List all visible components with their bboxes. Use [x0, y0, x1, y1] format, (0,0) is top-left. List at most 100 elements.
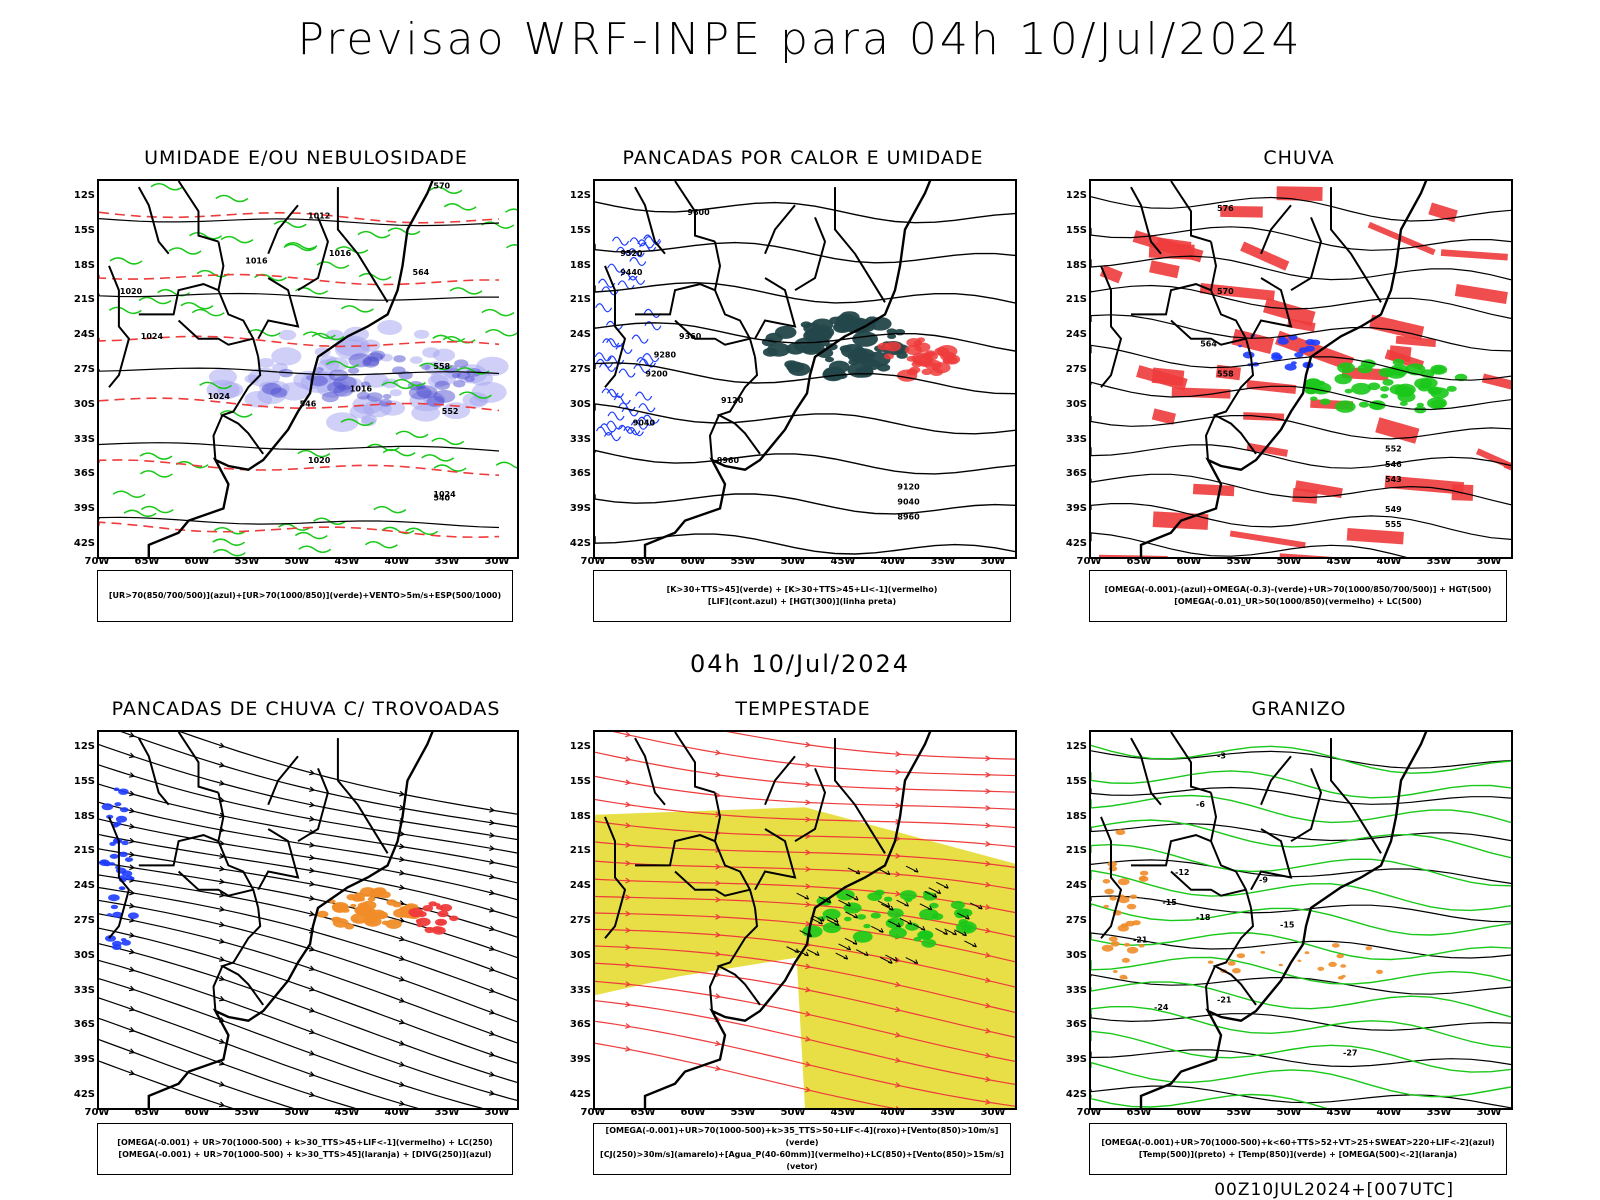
lat-tick-label: 42S — [1065, 1089, 1087, 1100]
hgt500-contour — [1091, 503, 1511, 540]
lif-contour — [637, 239, 655, 249]
x — [429, 424, 438, 430]
x — [117, 350, 122, 353]
contour-label: -21 — [1217, 996, 1232, 1005]
hgt300-contour — [595, 533, 1015, 555]
streamline-250 — [99, 801, 517, 884]
stream-arrow — [399, 869, 406, 876]
stream-arrow — [625, 732, 632, 738]
humidity-lower-contour — [458, 391, 492, 399]
instability-area — [847, 362, 873, 378]
lat-tick-label: 21S — [1065, 845, 1087, 857]
rain-area — [1215, 364, 1241, 381]
stream-arrow — [715, 951, 722, 957]
mid-title: 04h 10/Jul/2024 — [689, 650, 911, 678]
stream-arrow — [218, 742, 226, 749]
hgt500-contour — [1091, 226, 1511, 251]
humidity-lower-contour — [481, 221, 515, 229]
x — [216, 363, 225, 368]
humidity-lower-contour — [298, 545, 332, 553]
thunderstorm-area — [332, 903, 348, 913]
hgt300-contour — [595, 201, 1015, 224]
map-panel — [593, 730, 1017, 1110]
rain-area — [1136, 365, 1188, 391]
hail-area — [1341, 974, 1346, 978]
strong-instability-area — [885, 341, 902, 352]
border-line — [604, 265, 627, 388]
instability-area — [852, 331, 878, 347]
stream-arrow — [309, 815, 316, 822]
wind-vector — [825, 915, 839, 923]
hail-area — [1331, 943, 1340, 948]
stream-arrow — [129, 889, 136, 896]
x — [413, 302, 417, 305]
wind-850-area — [929, 902, 939, 909]
wind-vector — [919, 903, 933, 911]
humidity-lower-contour — [213, 527, 247, 535]
lat-tick-label: 33S — [569, 984, 591, 996]
lat-tick-label: 12S — [73, 741, 95, 752]
humidity-upper-core — [379, 398, 393, 407]
stream-arrow — [985, 1076, 992, 1083]
hgt500-contour — [1091, 284, 1511, 319]
wind-850-area — [955, 912, 965, 919]
wind-850-area — [921, 938, 937, 948]
stream-arrow — [309, 880, 316, 887]
wind-850-area — [863, 923, 871, 929]
severe-thunderstorm-area — [432, 926, 443, 933]
stream-arrow — [488, 1071, 496, 1077]
contour-label: 1020 — [308, 456, 331, 465]
humidity-lower-contour — [199, 381, 233, 390]
contour-label: 564 — [1200, 339, 1217, 348]
contour-label: 9440 — [620, 268, 643, 277]
border-line — [219, 356, 265, 455]
lon-tick-label: 70W — [84, 1107, 110, 1118]
humidity-lower-contour — [433, 464, 467, 472]
omega-strong-area — [1344, 388, 1353, 394]
border-line — [1130, 186, 1162, 255]
lat-tick-label: 33S — [569, 433, 591, 445]
contour-label: 9360 — [679, 332, 702, 341]
border-line — [674, 870, 751, 897]
humidity-lower-contour — [219, 410, 253, 418]
map-panel: 576 570 564 558 552 546 543 549 555 — [1089, 179, 1513, 559]
hail-area — [1139, 870, 1149, 876]
lon-tick-label: 60W — [184, 556, 210, 567]
humidity-lower-contour — [294, 531, 328, 540]
pressure-contour — [99, 367, 500, 376]
contour-label: -21 — [1133, 936, 1148, 945]
map-panel: -3 -6 -9 -12 -15 -18 -21 -24 -27 -15 -21 — [1089, 730, 1513, 1110]
stream-arrow — [625, 1045, 632, 1052]
contour-label: 558 — [1217, 370, 1234, 379]
lif-contour — [637, 416, 655, 426]
hail-area — [1109, 896, 1117, 901]
humidity-upper-area — [271, 347, 302, 366]
stream-arrow — [805, 986, 812, 993]
coastline — [147, 732, 434, 1108]
x — [258, 188, 269, 194]
x — [295, 256, 303, 261]
thunderstorm-area — [351, 895, 363, 902]
lat-tick-label: 24S — [73, 329, 95, 341]
rain-area — [1149, 260, 1180, 279]
lif-contour — [602, 338, 620, 348]
thickness-contour — [99, 211, 500, 224]
lon-tick-label: 40W — [1376, 1107, 1402, 1118]
stream-arrow — [308, 946, 316, 952]
lat-tick-label: 36S — [569, 468, 591, 480]
lon-tick-label: 65W — [630, 556, 656, 567]
border-line — [1290, 217, 1323, 292]
humidity-lower-contour — [387, 227, 421, 235]
hgt500-contour — [1091, 415, 1511, 440]
divergence-area — [112, 911, 123, 918]
legend-line: [UR>70(850/700/500)](azul)+[UR>70(1000/8… — [108, 591, 502, 600]
contour-label: -24 — [1154, 1003, 1169, 1012]
humidity-upper-core — [314, 367, 324, 373]
border-line — [635, 283, 716, 316]
humidity-upper-core — [421, 364, 431, 370]
rain-area — [1099, 264, 1123, 284]
lon-tick-label: 35W — [1426, 556, 1452, 567]
divergence-area — [109, 841, 116, 846]
stream-arrow — [805, 1086, 812, 1093]
lat-tick-label: 39S — [569, 1054, 591, 1066]
